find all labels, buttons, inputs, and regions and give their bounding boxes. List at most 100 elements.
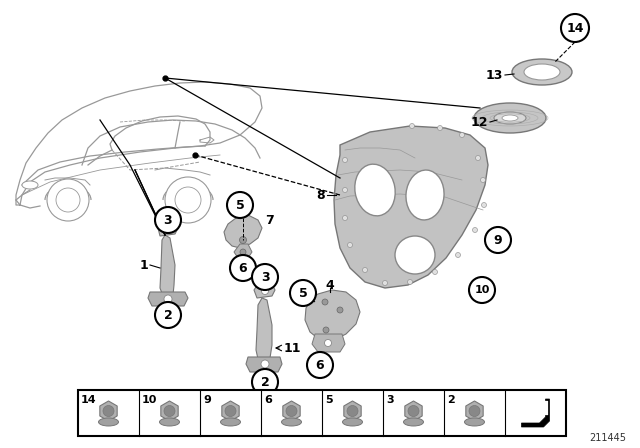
Circle shape bbox=[337, 307, 343, 313]
Polygon shape bbox=[161, 401, 178, 421]
Circle shape bbox=[307, 352, 333, 378]
Ellipse shape bbox=[524, 64, 560, 80]
Polygon shape bbox=[148, 292, 188, 306]
Text: 5: 5 bbox=[299, 287, 307, 300]
Polygon shape bbox=[234, 244, 252, 258]
Circle shape bbox=[433, 270, 438, 275]
Polygon shape bbox=[466, 401, 483, 421]
Circle shape bbox=[342, 158, 348, 163]
Text: 9: 9 bbox=[203, 395, 211, 405]
Text: 13: 13 bbox=[486, 69, 503, 82]
Text: 3: 3 bbox=[164, 214, 172, 227]
Circle shape bbox=[164, 405, 175, 417]
Text: 3: 3 bbox=[386, 395, 394, 405]
FancyBboxPatch shape bbox=[78, 390, 566, 436]
Circle shape bbox=[262, 288, 269, 294]
Text: 6: 6 bbox=[316, 358, 324, 371]
Text: 3: 3 bbox=[260, 271, 269, 284]
Circle shape bbox=[410, 124, 415, 129]
Text: 4: 4 bbox=[326, 279, 334, 292]
Text: 5: 5 bbox=[236, 198, 244, 211]
Polygon shape bbox=[100, 401, 117, 421]
Text: 2: 2 bbox=[447, 395, 455, 405]
Circle shape bbox=[485, 227, 511, 253]
Ellipse shape bbox=[159, 418, 179, 426]
Circle shape bbox=[456, 253, 461, 258]
Circle shape bbox=[261, 360, 269, 368]
Polygon shape bbox=[522, 399, 550, 427]
Circle shape bbox=[239, 237, 246, 244]
Text: 8: 8 bbox=[316, 189, 325, 202]
Text: 6: 6 bbox=[239, 262, 247, 275]
Circle shape bbox=[164, 295, 172, 303]
Text: 10: 10 bbox=[474, 285, 490, 295]
Circle shape bbox=[230, 255, 256, 281]
Circle shape bbox=[469, 405, 480, 417]
Circle shape bbox=[252, 369, 278, 395]
Circle shape bbox=[227, 192, 253, 218]
Circle shape bbox=[408, 405, 419, 417]
Circle shape bbox=[164, 225, 172, 233]
Polygon shape bbox=[246, 357, 282, 372]
Polygon shape bbox=[160, 235, 175, 298]
Circle shape bbox=[362, 267, 367, 272]
Ellipse shape bbox=[406, 170, 444, 220]
Ellipse shape bbox=[512, 59, 572, 85]
Ellipse shape bbox=[355, 164, 396, 216]
Circle shape bbox=[383, 280, 387, 285]
Polygon shape bbox=[405, 401, 422, 421]
Ellipse shape bbox=[403, 418, 424, 426]
Text: 5: 5 bbox=[325, 395, 333, 405]
Circle shape bbox=[155, 207, 181, 233]
Circle shape bbox=[408, 280, 413, 284]
Text: 7: 7 bbox=[265, 214, 274, 227]
Polygon shape bbox=[334, 126, 488, 288]
Circle shape bbox=[252, 264, 278, 290]
Circle shape bbox=[225, 405, 236, 417]
Text: 1: 1 bbox=[140, 258, 148, 271]
Circle shape bbox=[56, 188, 80, 212]
Circle shape bbox=[155, 302, 181, 328]
Text: 11: 11 bbox=[284, 341, 301, 354]
Circle shape bbox=[342, 188, 348, 193]
Polygon shape bbox=[538, 401, 547, 415]
Polygon shape bbox=[254, 284, 275, 298]
Circle shape bbox=[348, 242, 353, 247]
Circle shape bbox=[342, 215, 348, 220]
Ellipse shape bbox=[342, 418, 362, 426]
Circle shape bbox=[290, 280, 316, 306]
Text: 9: 9 bbox=[493, 233, 502, 246]
Circle shape bbox=[240, 249, 246, 255]
Polygon shape bbox=[158, 222, 178, 236]
Circle shape bbox=[322, 299, 328, 305]
Circle shape bbox=[323, 327, 329, 333]
Ellipse shape bbox=[221, 418, 241, 426]
Polygon shape bbox=[283, 401, 300, 421]
Ellipse shape bbox=[282, 418, 301, 426]
Polygon shape bbox=[224, 215, 262, 248]
Text: 2: 2 bbox=[260, 375, 269, 388]
Circle shape bbox=[460, 133, 465, 138]
Ellipse shape bbox=[395, 236, 435, 274]
Circle shape bbox=[324, 340, 332, 346]
Circle shape bbox=[476, 155, 481, 160]
Ellipse shape bbox=[494, 112, 526, 124]
Circle shape bbox=[481, 177, 486, 182]
Ellipse shape bbox=[465, 418, 484, 426]
Circle shape bbox=[561, 14, 589, 42]
Text: 2: 2 bbox=[164, 309, 172, 322]
Polygon shape bbox=[312, 334, 345, 352]
Ellipse shape bbox=[99, 418, 118, 426]
Circle shape bbox=[481, 202, 486, 207]
Circle shape bbox=[286, 405, 297, 417]
Text: 12: 12 bbox=[470, 116, 488, 129]
Text: 211445: 211445 bbox=[589, 433, 626, 443]
Text: 6: 6 bbox=[264, 395, 272, 405]
Circle shape bbox=[165, 177, 211, 223]
Ellipse shape bbox=[502, 115, 518, 121]
Circle shape bbox=[469, 277, 495, 303]
Polygon shape bbox=[344, 401, 361, 421]
Text: 14: 14 bbox=[81, 395, 97, 405]
Text: 14: 14 bbox=[566, 22, 584, 34]
Circle shape bbox=[103, 405, 114, 417]
